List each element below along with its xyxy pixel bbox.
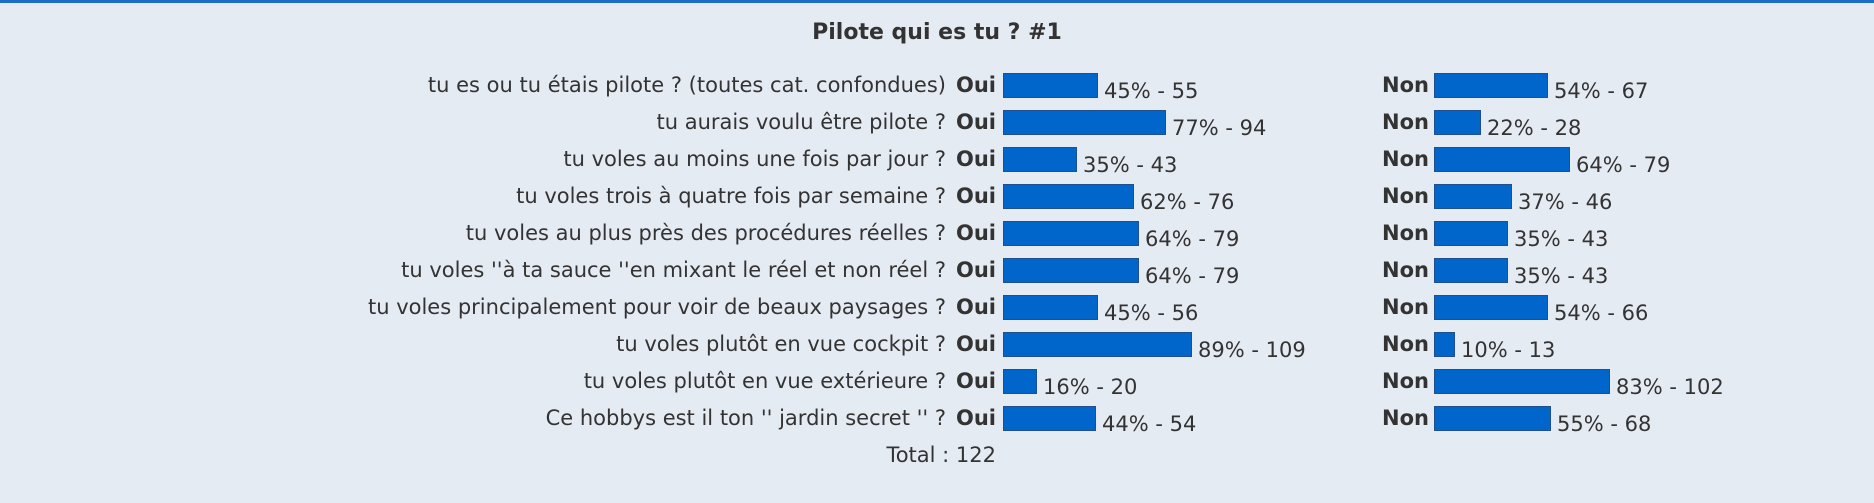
non-value-label: 10% - 13 bbox=[1461, 338, 1556, 362]
oui-label: Oui bbox=[956, 406, 997, 430]
non-value-label: 64% - 79 bbox=[1576, 153, 1671, 177]
non-bar bbox=[1434, 369, 1610, 394]
question-label: tu voles plutôt en vue extérieure ? bbox=[583, 369, 946, 393]
oui-bar bbox=[1003, 332, 1192, 357]
question-label: tu voles principalement pour voir de bea… bbox=[367, 295, 946, 319]
oui-bar bbox=[1003, 73, 1098, 98]
question-label: tu es ou tu étais pilote ? (toutes cat. … bbox=[427, 73, 946, 97]
non-label: Non bbox=[1382, 258, 1429, 282]
oui-value-label: 62% - 76 bbox=[1140, 190, 1235, 214]
question-label: tu aurais voulu être pilote ? bbox=[656, 110, 947, 134]
non-bar bbox=[1434, 110, 1481, 135]
non-bar bbox=[1434, 221, 1508, 246]
oui-value-label: 16% - 20 bbox=[1043, 375, 1138, 399]
oui-value-label: 45% - 56 bbox=[1104, 301, 1199, 325]
oui-bar bbox=[1003, 147, 1077, 172]
non-label: Non bbox=[1382, 295, 1429, 319]
oui-label: Oui bbox=[956, 110, 997, 134]
oui-value-label: 45% - 55 bbox=[1104, 79, 1199, 103]
question-row: tu aurais voulu être pilote ? Oui Non 77% -… bbox=[0, 104, 1874, 141]
question-row: tu voles plutôt en vue cockpit ? Oui Non 89… bbox=[0, 326, 1874, 363]
non-bar bbox=[1434, 184, 1512, 209]
non-value-label: 35% - 43 bbox=[1514, 264, 1609, 288]
oui-value-label: 35% - 43 bbox=[1083, 153, 1178, 177]
total-label: Total : 122 bbox=[886, 443, 996, 467]
question-row: tu voles trois à quatre fois par semaine… bbox=[0, 178, 1874, 215]
oui-label: Oui bbox=[956, 258, 997, 282]
oui-bar bbox=[1003, 110, 1166, 135]
question-row: tu voles plutôt en vue extérieure ? Oui No… bbox=[0, 363, 1874, 400]
non-bar bbox=[1434, 258, 1508, 283]
oui-label: Oui bbox=[956, 332, 997, 356]
non-value-label: 22% - 28 bbox=[1487, 116, 1582, 140]
non-label: Non bbox=[1382, 221, 1429, 245]
oui-label: Oui bbox=[956, 295, 997, 319]
question-row: tu es ou tu étais pilote ? (toutes cat. … bbox=[0, 67, 1874, 104]
question-row: tu voles ''à ta sauce ''en mixant le rée… bbox=[0, 252, 1874, 289]
non-label: Non bbox=[1382, 184, 1429, 208]
question-label: tu voles trois à quatre fois par semaine… bbox=[516, 184, 946, 208]
oui-label: Oui bbox=[956, 369, 997, 393]
non-value-label: 83% - 102 bbox=[1616, 375, 1724, 399]
oui-label: Oui bbox=[956, 221, 997, 245]
oui-value-label: 89% - 109 bbox=[1198, 338, 1306, 362]
non-value-label: 55% - 68 bbox=[1557, 412, 1652, 436]
non-label: Non bbox=[1382, 369, 1429, 393]
non-value-label: 35% - 43 bbox=[1514, 227, 1609, 251]
non-value-label: 37% - 46 bbox=[1518, 190, 1613, 214]
oui-label: Oui bbox=[956, 147, 997, 171]
oui-value-label: 77% - 94 bbox=[1172, 116, 1267, 140]
oui-value-label: 44% - 54 bbox=[1102, 412, 1197, 436]
oui-label: Oui bbox=[956, 73, 997, 97]
non-label: Non bbox=[1382, 406, 1429, 430]
question-label: tu voles plutôt en vue cockpit ? bbox=[616, 332, 946, 356]
question-label: tu voles au moins une fois par jour ? bbox=[563, 147, 946, 171]
non-bar bbox=[1434, 406, 1551, 431]
non-bar bbox=[1434, 73, 1548, 98]
non-value-label: 54% - 67 bbox=[1554, 79, 1649, 103]
question-row: tu voles au moins une fois par jour ? Oui… bbox=[0, 141, 1874, 178]
oui-bar bbox=[1003, 221, 1139, 246]
question-label: tu voles ''à ta sauce ''en mixant le rée… bbox=[401, 258, 946, 282]
oui-bar bbox=[1003, 258, 1139, 283]
question-row: tu voles principalement pour voir de bea… bbox=[0, 289, 1874, 326]
oui-bar bbox=[1003, 369, 1037, 394]
oui-label: Oui bbox=[956, 184, 997, 208]
non-label: Non bbox=[1382, 332, 1429, 356]
oui-value-label: 64% - 79 bbox=[1145, 227, 1240, 251]
non-bar bbox=[1434, 295, 1548, 320]
non-label: Non bbox=[1382, 73, 1429, 97]
non-bar bbox=[1434, 332, 1455, 357]
oui-bar bbox=[1003, 295, 1098, 320]
oui-bar bbox=[1003, 184, 1134, 209]
non-bar bbox=[1434, 147, 1570, 172]
chart-title: Pilote qui es tu ? #1 bbox=[812, 20, 1062, 45]
non-value-label: 54% - 66 bbox=[1554, 301, 1649, 325]
question-row: tu voles au plus près des procédures rée… bbox=[0, 215, 1874, 252]
non-label: Non bbox=[1382, 147, 1429, 171]
question-row: Ce hobbys est il ton '' jardin secret ''… bbox=[0, 400, 1874, 437]
non-label: Non bbox=[1382, 110, 1429, 134]
question-label: tu voles au plus près des procédures rée… bbox=[465, 221, 946, 245]
oui-bar bbox=[1003, 406, 1096, 431]
oui-value-label: 64% - 79 bbox=[1145, 264, 1240, 288]
question-label: Ce hobbys est il ton '' jardin secret ''… bbox=[545, 406, 946, 430]
top-rule bbox=[0, 0, 1874, 3]
